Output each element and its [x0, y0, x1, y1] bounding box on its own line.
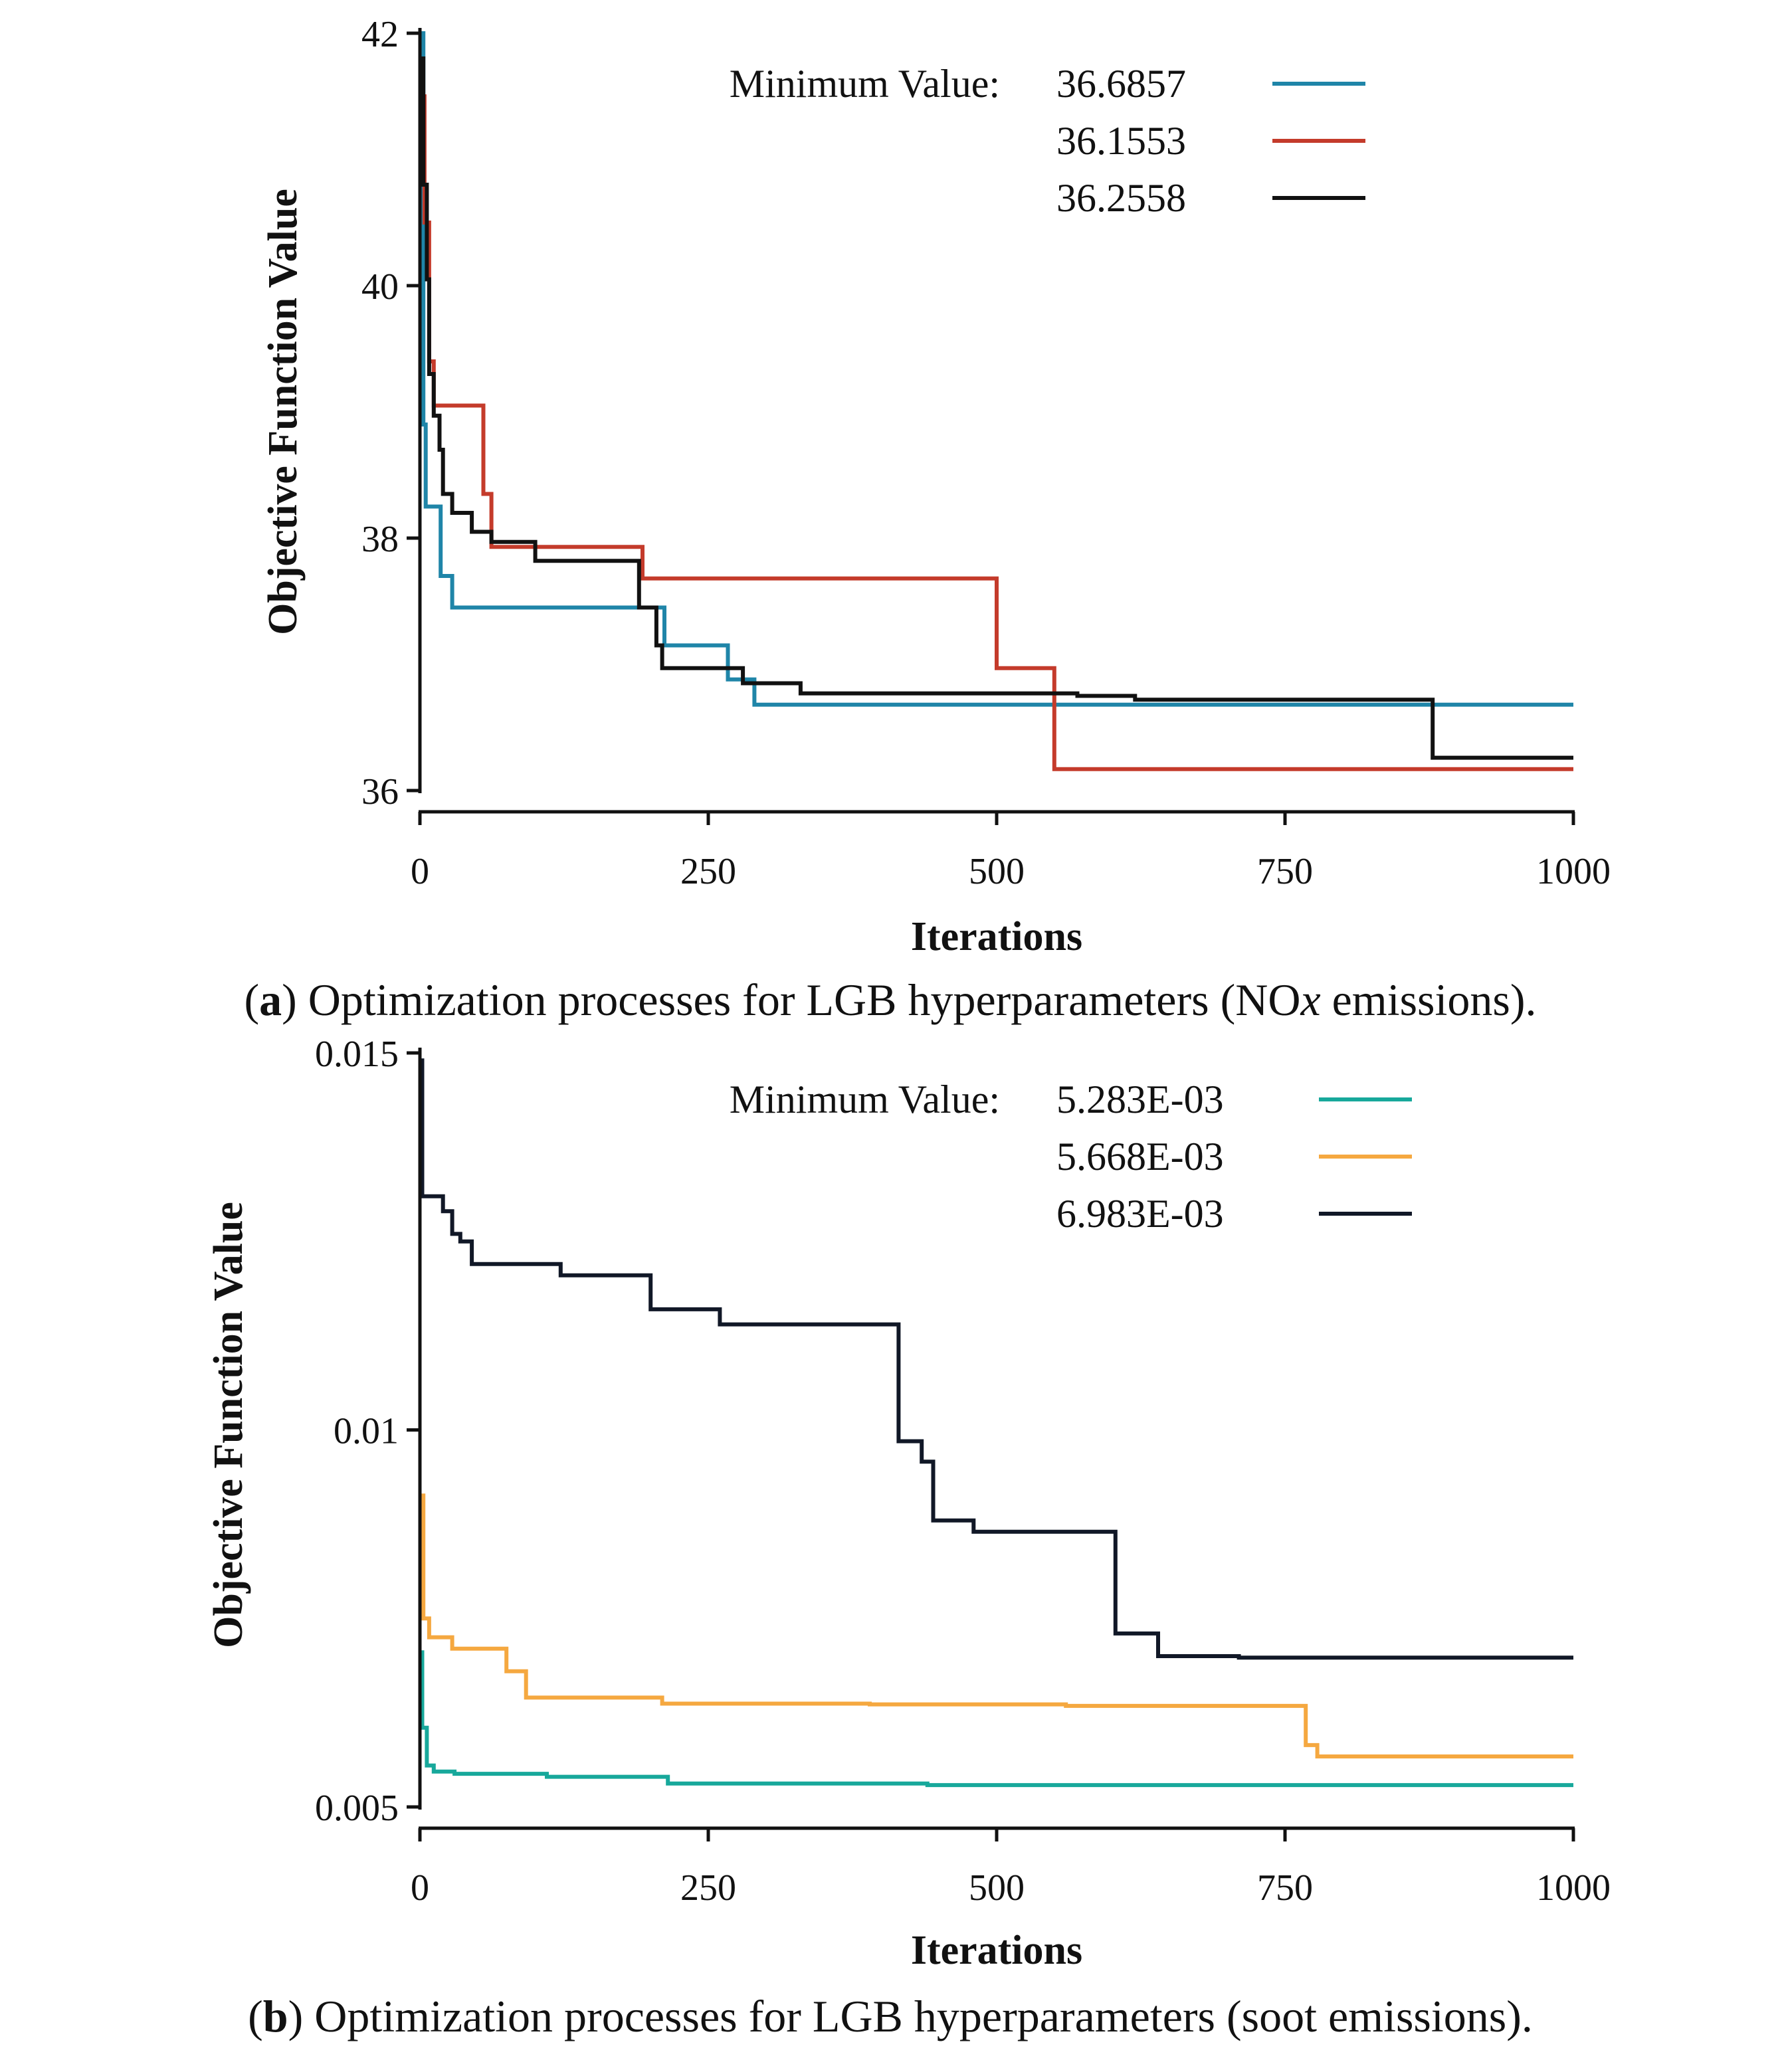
panel-a-caption-label: a — [259, 975, 282, 1025]
panel-b-legend-value-3: 6.983E-03 — [1056, 1192, 1224, 1236]
panel-a-x-tick-label: 1000 — [1536, 851, 1611, 892]
panel-b-y-tick-label: 0.01 — [334, 1411, 399, 1452]
panel-a-x-tick-label: 750 — [1257, 851, 1313, 892]
panel-b-y-tick-label: 0.005 — [315, 1788, 399, 1829]
panel-a-legend-title: Minimum Value: — [730, 62, 1000, 106]
panel-a-x-tick-label: 250 — [680, 851, 736, 892]
panel-b-legend-title: Minimum Value: — [730, 1078, 1000, 1121]
panel-a-series-group — [420, 31, 1573, 771]
panel-a-legend: Minimum Value: 36.6857 36.1553 36.2558 — [730, 62, 1365, 220]
panel-a-axes: 0 250 500 750 1000 36 38 40 42 — [361, 14, 1611, 892]
panel-a-caption-text-after: emissions). — [1321, 975, 1537, 1025]
panel-a-y-tick-label: 42 — [361, 14, 399, 55]
panel-a-legend-value-2: 36.1553 — [1056, 119, 1186, 163]
panel-b-series-group — [420, 1058, 1573, 1788]
panel-b-x-tick-label: 500 — [969, 1867, 1025, 1909]
panel-b-y-tick-label: 0.015 — [315, 1034, 399, 1075]
panel-b-x-tick-label: 0 — [411, 1867, 429, 1909]
panel-b-x-axis-title: Iterations — [911, 1928, 1082, 1973]
panel-b-legend-value-2: 5.668E-03 — [1056, 1135, 1224, 1178]
panel-a-series-line-2 — [420, 94, 1573, 771]
panel-a-y-axis-title: Objective Function Value — [260, 189, 306, 635]
panel-a-caption: (a) Optimization processes for LGB hyper… — [244, 975, 1536, 1025]
panel-b-x-tick-label: 750 — [1257, 1867, 1313, 1909]
panel-b-caption: (b) Optimization processes for LGB hyper… — [248, 1991, 1533, 2041]
panel-a-legend-value-3: 36.2558 — [1056, 176, 1186, 220]
panel-b-y-axis-title: Objective Function Value — [206, 1202, 251, 1648]
panel-b-caption-label: b — [263, 1991, 288, 2041]
panel-a-x-tick-label: 0 — [411, 851, 429, 892]
panel-b-legend: Minimum Value: 5.283E-03 5.668E-03 6.983E-0… — [730, 1078, 1412, 1236]
panel-a-series-line-3 — [420, 56, 1573, 760]
panel-b-x-tick-label: 1000 — [1536, 1867, 1611, 1909]
panel-a-legend-value-1: 36.6857 — [1056, 62, 1186, 106]
panel-b-legend-value-1: 5.283E-03 — [1056, 1078, 1224, 1121]
panel-a-y-tick-label: 38 — [361, 519, 399, 560]
panel-a-chart: 0 250 500 750 1000 36 38 40 42 Iterations Object… — [244, 14, 1611, 1025]
panel-a-series-line-1 — [420, 31, 1573, 707]
panel-b-caption-text-before: Optimization processes for LGB hyperpara… — [303, 1991, 1533, 2041]
panel-b-series-line-1 — [420, 1650, 1573, 1788]
panel-b-x-tick-label: 250 — [680, 1867, 736, 1909]
panel-a-y-tick-label: 36 — [361, 771, 399, 812]
panel-a-caption-italic: x — [1300, 975, 1320, 1025]
panel-a-x-tick-label: 500 — [969, 851, 1025, 892]
panel-b-series-line-2 — [420, 1493, 1573, 1758]
panel-a-y-tick-label: 40 — [361, 266, 399, 308]
panel-b-axes: 0 250 500 750 1000 0.005 0.01 0.015 — [315, 1034, 1611, 1909]
panel-a-caption-text-before: Optimization processes for LGB hyperpara… — [297, 975, 1301, 1025]
panel-a-x-axis-title: Iterations — [911, 914, 1082, 959]
panel-b-series-line-3 — [420, 1058, 1573, 1660]
